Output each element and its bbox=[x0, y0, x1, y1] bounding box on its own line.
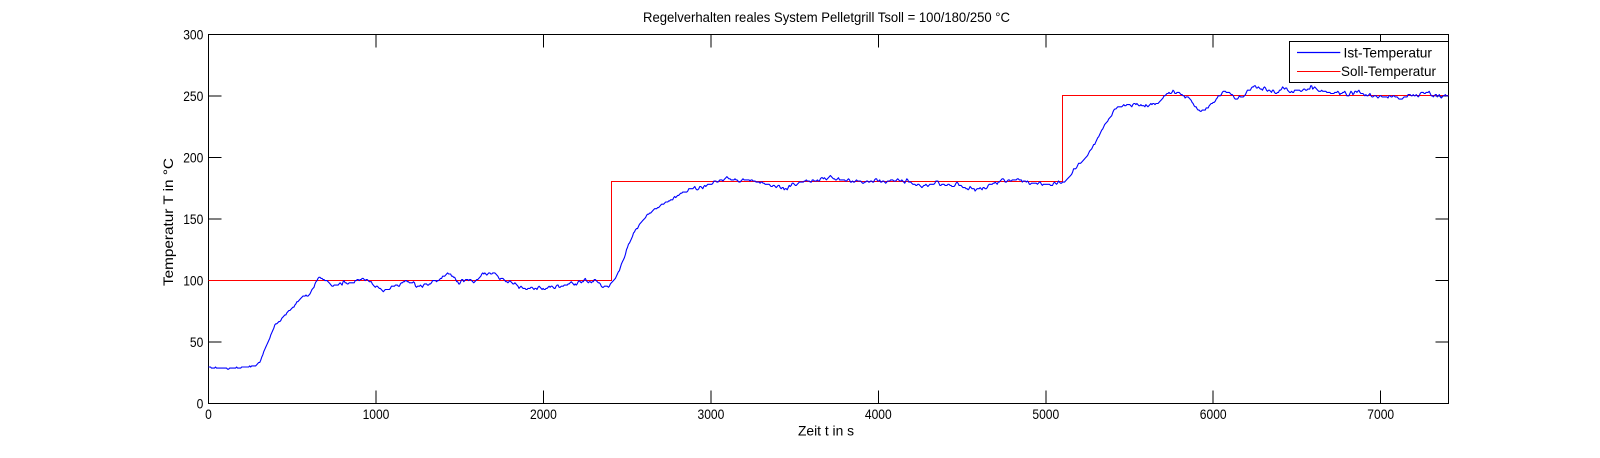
svg-text:50: 50 bbox=[190, 334, 204, 350]
svg-text:2000: 2000 bbox=[530, 406, 557, 422]
svg-text:150: 150 bbox=[183, 211, 203, 227]
svg-text:Soll-Temperatur: Soll-Temperatur bbox=[1341, 63, 1436, 79]
svg-text:250: 250 bbox=[183, 88, 203, 104]
svg-text:7000: 7000 bbox=[1367, 406, 1394, 422]
svg-text:300: 300 bbox=[183, 27, 203, 43]
svg-text:4000: 4000 bbox=[865, 406, 892, 422]
svg-text:Ist-Temperatur: Ist-Temperatur bbox=[1344, 44, 1433, 60]
svg-text:0: 0 bbox=[197, 396, 204, 412]
svg-text:3000: 3000 bbox=[698, 406, 725, 422]
svg-text:Temperatur T in °C: Temperatur T in °C bbox=[160, 158, 176, 286]
svg-text:200: 200 bbox=[183, 150, 203, 166]
svg-text:0: 0 bbox=[205, 406, 212, 422]
svg-text:5000: 5000 bbox=[1032, 406, 1059, 422]
svg-text:Zeit t in s: Zeit t in s bbox=[798, 423, 854, 439]
svg-text:100: 100 bbox=[183, 273, 203, 289]
svg-text:1000: 1000 bbox=[363, 406, 390, 422]
svg-text:Regelverhalten reales System P: Regelverhalten reales System Pelletgrill… bbox=[643, 9, 1010, 25]
svg-text:6000: 6000 bbox=[1200, 406, 1227, 422]
